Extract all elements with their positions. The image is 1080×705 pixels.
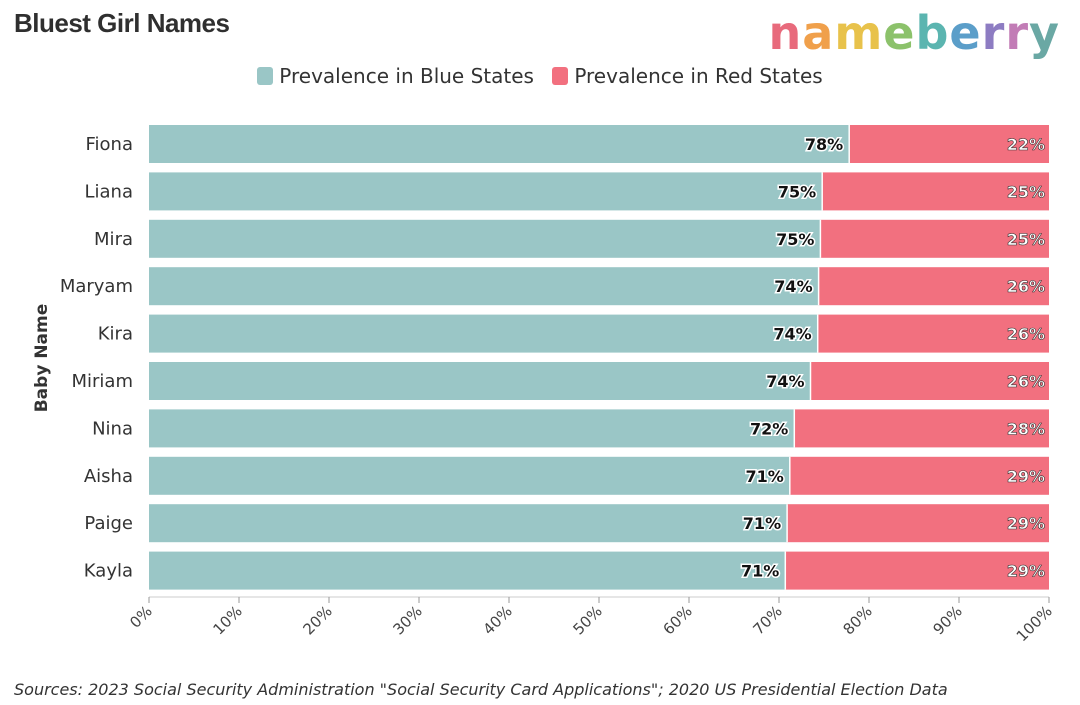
bar-red: [789, 456, 1049, 495]
legend-item-blue: Prevalence in Blue States: [257, 64, 534, 88]
data-label-blue: 74%: [773, 325, 811, 344]
x-tick-label: 80%: [840, 602, 876, 638]
category-label: Kayla: [84, 561, 133, 582]
x-tick-label: 10%: [210, 602, 246, 638]
x-tick-label: 100%: [1013, 602, 1056, 645]
x-tick-label: 70%: [750, 602, 786, 638]
chart-title: Bluest Girl Names: [14, 8, 230, 38]
category-label: Fiona: [86, 134, 134, 155]
legend: Prevalence in Blue States Prevalence in …: [0, 64, 1080, 90]
x-tick-label: 60%: [660, 602, 696, 638]
bar-red: [817, 314, 1049, 353]
bar-blue: [149, 219, 821, 258]
data-label-blue: 75%: [778, 182, 816, 201]
legend-label-blue: Prevalence in Blue States: [279, 64, 534, 88]
logo-letter: n: [768, 6, 803, 60]
data-label-blue: 74%: [774, 277, 812, 296]
logo-letter: a: [802, 6, 835, 60]
legend-swatch-blue: [257, 67, 274, 85]
data-label-blue: 74%: [766, 372, 804, 391]
category-label: Liana: [85, 181, 134, 202]
bar-red: [794, 409, 1049, 448]
logo-letter: b: [915, 6, 950, 60]
data-label-red: 26%: [1007, 325, 1045, 344]
data-label-red: 25%: [1007, 182, 1045, 201]
bar-blue: [149, 456, 790, 495]
bar-blue: [149, 504, 788, 543]
data-label-red: 29%: [1007, 562, 1045, 581]
bar-blue: [149, 551, 786, 590]
data-label-red: 26%: [1007, 277, 1045, 296]
bar-blue: [149, 267, 819, 306]
category-label: Nina: [92, 418, 133, 439]
logo-letter: r: [981, 6, 1006, 60]
logo-letter: m: [834, 6, 884, 60]
bar-red: [849, 125, 1049, 163]
data-label-blue: 78%: [805, 135, 843, 154]
x-tick-label: 20%: [300, 602, 336, 638]
x-tick-label: 90%: [930, 602, 966, 638]
category-label: Paige: [84, 513, 133, 534]
logo-letter: y: [1029, 6, 1060, 60]
source-note: Sources: 2023 Social Security Administra…: [14, 680, 948, 699]
legend-item-red: Prevalence in Red States: [552, 64, 823, 88]
data-label-blue: 71%: [743, 514, 781, 533]
data-label-red: 25%: [1007, 230, 1045, 249]
bar-red: [785, 551, 1049, 590]
bar-blue: [149, 314, 818, 353]
bar-blue: [149, 172, 823, 211]
data-label-red: 28%: [1007, 419, 1045, 438]
legend-swatch-red: [552, 67, 569, 85]
category-label: Aisha: [84, 466, 133, 487]
data-label-blue: 72%: [750, 419, 788, 438]
nameberry-logo: nameberry: [769, 10, 1060, 56]
category-label: Miriam: [72, 371, 134, 392]
x-tick-label: 0%: [126, 602, 156, 632]
logo-letter: e: [883, 6, 916, 60]
bar-blue: [149, 409, 795, 448]
data-label-red: 22%: [1007, 135, 1045, 154]
bar-red: [787, 504, 1049, 543]
x-tick-label: 30%: [390, 602, 426, 638]
logo-letter: e: [949, 6, 982, 60]
x-tick-label: 40%: [480, 602, 516, 638]
bar-blue: [149, 362, 811, 400]
data-label-red: 29%: [1007, 514, 1045, 533]
bar-red: [822, 172, 1049, 211]
category-label: Kira: [98, 324, 133, 345]
logo-letter: r: [1005, 6, 1029, 60]
data-label-blue: 71%: [741, 562, 779, 581]
bar-red: [820, 219, 1049, 258]
data-label-blue: 75%: [776, 230, 814, 249]
category-label: Maryam: [60, 276, 133, 297]
bar-blue: [149, 125, 850, 163]
data-label-blue: 71%: [746, 467, 784, 486]
legend-label-red: Prevalence in Red States: [574, 64, 823, 88]
category-label: Mira: [94, 229, 133, 250]
bar-red: [810, 362, 1049, 400]
data-label-red: 26%: [1007, 372, 1045, 391]
x-tick-label: 50%: [570, 602, 606, 638]
bar-red: [818, 267, 1049, 306]
data-label-red: 29%: [1007, 467, 1045, 486]
